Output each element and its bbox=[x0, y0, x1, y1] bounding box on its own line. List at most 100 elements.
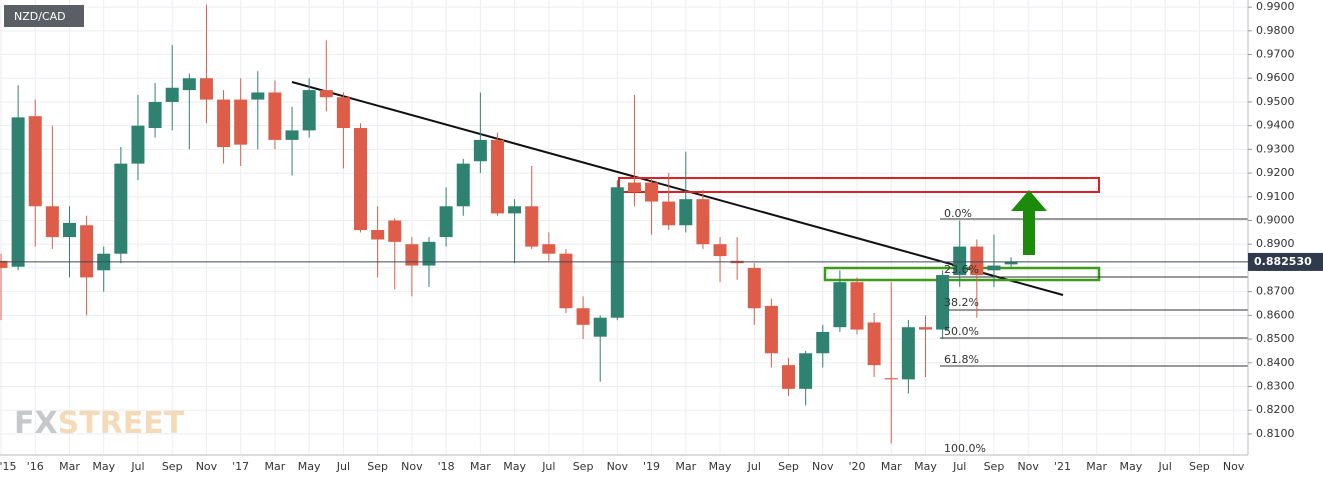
body bbox=[576, 308, 590, 325]
y-tick-label: 0.8200 bbox=[1256, 403, 1295, 416]
body bbox=[148, 101, 162, 129]
x-tick-label: Mar bbox=[470, 460, 491, 473]
body bbox=[0, 260, 8, 268]
body bbox=[319, 90, 333, 98]
resistance-box bbox=[618, 177, 1100, 193]
x-tick-label: Sep bbox=[778, 460, 799, 473]
grid bbox=[0, 0, 1248, 455]
body bbox=[508, 206, 522, 214]
body bbox=[302, 90, 316, 131]
x-tick-label: Sep bbox=[367, 460, 388, 473]
body bbox=[610, 187, 624, 318]
body bbox=[901, 327, 915, 380]
body bbox=[850, 282, 864, 330]
x-tick-label: '21 bbox=[1054, 460, 1071, 473]
body bbox=[234, 99, 248, 145]
body bbox=[199, 78, 213, 100]
y-tick-label: 0.9400 bbox=[1256, 119, 1295, 132]
body bbox=[62, 222, 76, 238]
x-tick-label: May bbox=[914, 460, 937, 473]
x-tick-label: May bbox=[709, 460, 732, 473]
body bbox=[405, 244, 419, 266]
x-tick-label: Nov bbox=[1223, 460, 1245, 473]
y-tick-label: 0.9100 bbox=[1256, 190, 1295, 203]
y-tick-label: 0.8700 bbox=[1256, 285, 1295, 298]
y-tick-label: 0.8600 bbox=[1256, 308, 1295, 321]
y-tick-label: 0.9300 bbox=[1256, 142, 1295, 155]
symbol-box bbox=[4, 5, 84, 27]
body bbox=[490, 139, 504, 214]
x-tick-label: Jul bbox=[336, 460, 350, 473]
fib-label: 0.0% bbox=[944, 207, 972, 220]
x-tick-label: Nov bbox=[1017, 460, 1039, 473]
x-tick-label: '17 bbox=[232, 460, 249, 473]
x-tick-label: Jul bbox=[130, 460, 144, 473]
body bbox=[936, 275, 950, 330]
y-tick-label: 0.9700 bbox=[1256, 48, 1295, 61]
y-tick-label: 0.8400 bbox=[1256, 356, 1295, 369]
body bbox=[816, 331, 830, 354]
x-tick-label: '15 bbox=[0, 460, 17, 473]
x-tick-label: Mar bbox=[59, 460, 80, 473]
watermark-part: FX bbox=[14, 406, 58, 441]
candles bbox=[0, 4, 1018, 444]
body bbox=[662, 201, 676, 226]
body bbox=[696, 199, 710, 245]
x-tick-label: Jul bbox=[952, 460, 966, 473]
body bbox=[131, 125, 145, 164]
body bbox=[747, 267, 761, 309]
body bbox=[884, 378, 898, 380]
y-tick-label: 0.8100 bbox=[1256, 427, 1295, 440]
x-tick-label: Sep bbox=[1189, 460, 1210, 473]
body bbox=[970, 246, 984, 276]
y-tick-label: 0.9500 bbox=[1256, 95, 1295, 108]
body bbox=[285, 130, 299, 140]
y-tick-label: 0.8900 bbox=[1256, 237, 1295, 250]
x-tick-label: Nov bbox=[196, 460, 218, 473]
body bbox=[525, 206, 539, 247]
body bbox=[371, 229, 385, 240]
body bbox=[593, 317, 607, 337]
body bbox=[867, 322, 881, 366]
y-tick-label: 0.9600 bbox=[1256, 71, 1295, 84]
x-tick-label: May bbox=[1120, 460, 1143, 473]
body bbox=[1004, 261, 1018, 265]
x-tick-label: Nov bbox=[607, 460, 629, 473]
symbol: NZD/CAD bbox=[14, 10, 66, 23]
body bbox=[354, 128, 368, 230]
body bbox=[764, 305, 778, 354]
body bbox=[45, 206, 59, 238]
y-tick-label: 0.9800 bbox=[1256, 24, 1295, 37]
body bbox=[182, 78, 196, 91]
x-tick-label: Jul bbox=[747, 460, 761, 473]
y-tick-label: 0.8500 bbox=[1256, 332, 1295, 345]
x-tick-label: Mar bbox=[675, 460, 696, 473]
body bbox=[439, 206, 453, 238]
x-tick-label: May bbox=[503, 460, 526, 473]
body bbox=[336, 97, 350, 129]
y-tick-label: 0.9200 bbox=[1256, 166, 1295, 179]
x-tick-label: Nov bbox=[812, 460, 834, 473]
y-tick-label: 0.9900 bbox=[1256, 0, 1295, 13]
watermark: FXSTREET bbox=[14, 406, 185, 441]
body bbox=[268, 92, 282, 140]
body bbox=[28, 116, 42, 207]
body bbox=[217, 99, 231, 148]
x-tick-label: Jul bbox=[1158, 460, 1172, 473]
x-tick-label: Jul bbox=[541, 460, 555, 473]
body bbox=[987, 265, 1001, 271]
plot-area bbox=[0, 0, 1248, 455]
fib-label: 50.0% bbox=[944, 325, 979, 338]
fib-label: 61.8% bbox=[944, 353, 979, 366]
watermark-part: STREET bbox=[58, 406, 185, 441]
x-tick-label: Sep bbox=[162, 460, 183, 473]
body bbox=[165, 87, 179, 102]
body bbox=[645, 182, 659, 202]
body bbox=[11, 117, 25, 267]
x-tick-label: Nov bbox=[401, 460, 423, 473]
body bbox=[833, 282, 847, 328]
last-price-box bbox=[1248, 252, 1323, 271]
x-tick-label: May bbox=[298, 460, 321, 473]
